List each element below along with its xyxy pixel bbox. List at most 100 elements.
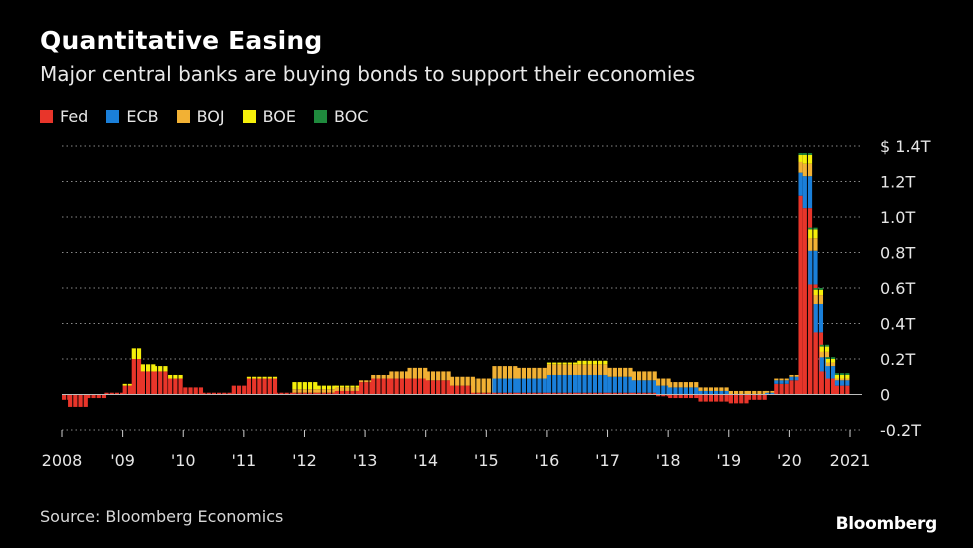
bar-segment-boe — [825, 359, 830, 363]
bar-segment-boe — [146, 364, 151, 372]
bar-segment-ecb — [642, 380, 647, 393]
bar-segment-fed — [441, 380, 446, 395]
bar-segment-fed — [279, 392, 284, 395]
y-tick-label: 0.4T — [880, 315, 915, 334]
bar-segment-boj — [417, 367, 423, 379]
y-tick-label: $ 1.4T — [880, 137, 931, 156]
bar-segment-boj — [399, 371, 404, 379]
legend-label-boj: BOJ — [196, 107, 225, 126]
x-tick-label: '12 — [292, 451, 317, 470]
bar-segment-fed — [78, 394, 83, 407]
bar-segment-fed — [252, 378, 257, 395]
bar-segment-fed — [617, 392, 623, 395]
bar-segment-fed — [386, 378, 391, 395]
bar-segment-boj — [744, 390, 749, 395]
x-axis: 2008 '09 '10 '11 '12 '13 '14 '15 '16 '17 '18 '19 '20… — [42, 430, 871, 470]
bar-segment-boj — [779, 378, 784, 381]
bar-segment-boj — [527, 367, 532, 379]
bar-segment-boj — [765, 390, 770, 393]
bar-segment-fed — [407, 378, 412, 395]
bar-segment-ecb — [698, 390, 703, 395]
bar-segment-fed — [603, 392, 608, 395]
bar-segment-ecb — [587, 374, 592, 393]
bar-segment-fed — [845, 385, 850, 395]
bar-segment-boj — [389, 371, 394, 379]
bar-segment-boj — [492, 366, 497, 379]
bar-segment-fed — [789, 380, 794, 395]
bar-segment-boj — [423, 367, 428, 379]
bar-segment-fed — [96, 394, 101, 399]
y-tick-label: 0.2T — [880, 350, 915, 369]
bar-segment-boe — [332, 385, 337, 390]
bar-segment-ecb — [825, 366, 830, 379]
bar-segment-ecb — [497, 378, 502, 393]
bar-segment-fed — [246, 378, 252, 395]
bar-segment-fed — [120, 392, 125, 395]
bar-segment-fed — [389, 378, 394, 395]
bar-segment-boj — [376, 374, 381, 379]
bar-segment-boj — [332, 389, 337, 393]
bar-segment-boj — [830, 362, 836, 367]
bar-segment-fed — [582, 392, 587, 395]
x-tick-label: '14 — [413, 451, 438, 470]
bar-segment-boe — [326, 385, 332, 390]
bar-segment-fed — [513, 392, 518, 395]
bar-segment-ecb — [507, 378, 513, 393]
x-tick-label: '11 — [231, 451, 256, 470]
bar-segment-ecb — [557, 374, 562, 393]
bar-segment-ecb — [673, 387, 678, 395]
bar-segment-boj — [407, 367, 412, 379]
bar-segment-boe — [824, 346, 830, 352]
bar-segment-boe — [246, 376, 252, 379]
bar-segment-fed — [497, 392, 502, 395]
bar-segment-boe — [339, 385, 345, 388]
bar-segment-fed — [188, 387, 193, 395]
x-tick-label: '10 — [171, 451, 196, 470]
bar-segment-boj — [449, 376, 455, 386]
bar-segment-boc — [840, 373, 845, 375]
bar-segment-ecb — [656, 385, 661, 395]
bar-segment-fed — [757, 394, 762, 400]
bar-segment-fed — [572, 392, 578, 395]
bar-segment-boe — [252, 376, 257, 379]
bar-segment-fed — [122, 385, 127, 395]
bar-segment-boe — [292, 382, 297, 390]
bar-segment-boc — [830, 357, 836, 359]
x-tick-label: 2021 — [830, 451, 871, 470]
bar-segment-boj — [371, 374, 376, 379]
bar-segment-boj — [673, 382, 678, 388]
bar-segment-fed — [83, 394, 88, 407]
bar-segment-boe — [798, 154, 803, 162]
bar-segment-boj — [825, 362, 830, 367]
bar-segment-boj — [834, 378, 840, 381]
bar-segment-boe — [257, 376, 262, 379]
bar-segment-boj — [813, 238, 818, 251]
bar-segment-boe — [173, 374, 178, 379]
bar-segment-fed — [552, 392, 557, 395]
bar-segment-ecb — [798, 172, 803, 196]
bar-segment-fed — [825, 378, 830, 395]
bar-segment-fed — [158, 371, 163, 395]
y-tick-label: 0 — [880, 386, 890, 405]
legend: Fed ECB BOJ BOE BOC — [40, 107, 368, 126]
bar-segment-fed — [719, 394, 724, 402]
bar-segment-ecb — [532, 378, 537, 393]
x-tick-label: '09 — [110, 451, 135, 470]
bar-segment-fed — [612, 392, 617, 395]
bar-segment-fed — [359, 382, 364, 395]
bar-segment-boj — [642, 371, 647, 381]
bar-segment-boj — [770, 390, 775, 393]
bar-segment-boj — [316, 389, 321, 393]
bar-segment-fed — [733, 394, 739, 404]
bar-segment-boj — [628, 367, 633, 377]
bar-segment-boj — [471, 378, 476, 393]
bar-segment-boj — [313, 389, 318, 393]
bar-segment-fed — [808, 284, 813, 395]
bar-segment-boe — [168, 374, 173, 379]
bar-segment-fed — [486, 392, 491, 395]
bar-segment-fed — [647, 392, 652, 395]
bar-segment-ecb — [789, 376, 794, 381]
bar-segment-fed — [326, 392, 332, 395]
bar-segment-fed — [656, 394, 661, 397]
